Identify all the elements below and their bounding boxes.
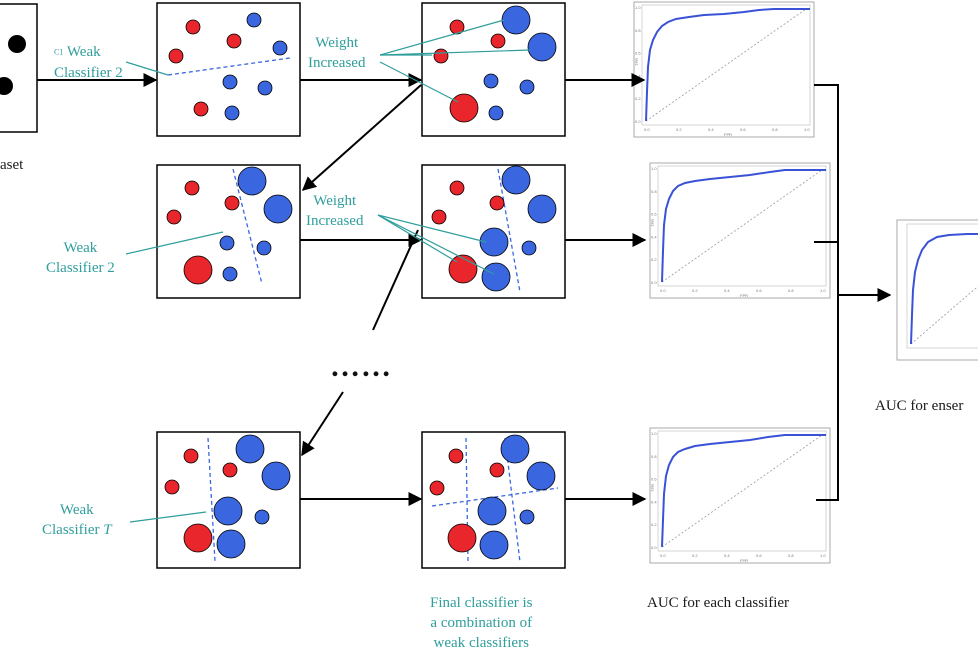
roc-panel-1: 0.0 0.2 0.4 0.6 0.8 1.0 0.0 0.2 0.4 0.6 0.8 1.0 FPR T… <box>633 1 815 138</box>
c1-marker: C1 <box>54 47 64 57</box>
roc-x-tick: 0.4 <box>724 553 730 558</box>
arrows <box>37 73 892 506</box>
bracket-to-ensemble <box>814 84 839 501</box>
classifier-box-final <box>421 431 566 569</box>
roc-y-tick: 0.0 <box>651 545 657 550</box>
roc-panel-2: 0.0 0.2 0.4 0.6 0.8 1.0 0.0 0.2 0.4 0.6 0.8 1.0 FPR T… <box>649 162 831 299</box>
roc-y-tick: 0.4 <box>651 499 657 504</box>
roc-x-tick: 1.0 <box>820 553 826 558</box>
roc-x-tick: 0.6 <box>756 288 762 293</box>
weight-increased-label-1: Weight Increased <box>308 35 366 71</box>
roc-y-tick: 0.4 <box>651 234 657 239</box>
classifier-box-row3-step1 <box>156 431 301 569</box>
roc-x-tick: 0.2 <box>676 127 682 132</box>
roc-panel-ensemble <box>896 219 978 361</box>
roc-x-tick: 1.0 <box>804 127 810 132</box>
roc-y-tick: 0.4 <box>635 73 641 78</box>
roc-y-tick: 0.6 <box>651 212 657 217</box>
data-point-black <box>0 77 13 95</box>
roc-y-tick: 0.8 <box>651 454 657 459</box>
roc-y-tick: 0.0 <box>651 280 657 285</box>
roc-y-tick: 1.0 <box>651 431 657 436</box>
arrow-diag-row1-to-row2 <box>301 84 422 191</box>
roc-x-tick: 0.2 <box>692 553 698 558</box>
roc-x-tick: 0.0 <box>644 127 650 132</box>
ellipsis: …… <box>330 350 392 383</box>
data-point-black <box>8 35 26 53</box>
arrow-diag-to-row3 <box>301 391 344 457</box>
dataset-label: aset <box>0 157 24 173</box>
roc-x-tick: 1.0 <box>820 288 826 293</box>
roc-x-tick: 0.8 <box>788 553 794 558</box>
dataset-box <box>0 3 38 133</box>
roc-x-label: FPR <box>724 132 732 137</box>
roc-y-tick: 1.0 <box>651 166 657 171</box>
roc-panel-3: 0.0 0.2 0.4 0.6 0.8 1.0 0.0 0.2 0.4 0.6 0.8 1.0 FPR T… <box>649 427 831 564</box>
weight-increased-label-2: Weight Increased <box>306 193 364 229</box>
roc-y-tick: 1.0 <box>635 5 641 10</box>
weak-classifier-2-top-label: C1 Weak Classifier 2 <box>54 44 123 81</box>
roc-x-tick: 0.4 <box>708 127 714 132</box>
classifier-box-row1-step2 <box>421 2 566 137</box>
auc-each-label: AUC for each classifier <box>647 595 790 611</box>
roc-y-tick: 0.2 <box>635 96 641 101</box>
leader-lines <box>125 19 531 523</box>
roc-y-tick: 0.0 <box>635 119 641 124</box>
roc-x-label: FPR <box>740 293 748 298</box>
roc-y-tick: 0.2 <box>651 257 657 262</box>
classifier-box-row1-step1 <box>156 2 301 137</box>
roc-x-tick: 0.0 <box>660 553 666 558</box>
roc-y-tick: 0.8 <box>635 28 641 33</box>
weak-classifier-2-mid-label: Weak Classifier 2 <box>46 240 115 276</box>
roc-y-label: TPR <box>650 219 655 227</box>
roc-x-tick: 0.4 <box>724 288 730 293</box>
roc-y-tick: 0.8 <box>651 189 657 194</box>
roc-y-label: TPR <box>650 484 655 492</box>
auc-ensemble-label: AUC for enser <box>875 398 964 414</box>
roc-y-tick: 0.2 <box>651 522 657 527</box>
roc-x-tick: 0.2 <box>692 288 698 293</box>
roc-y-tick: 0.6 <box>651 477 657 482</box>
final-classifier-label: Final classifier is a combination of wea… <box>430 595 533 651</box>
roc-y-tick: 0.6 <box>635 51 641 56</box>
weak-classifier-t-label: Weak Classifier T <box>42 502 112 538</box>
roc-x-tick: 0.6 <box>756 553 762 558</box>
roc-x-label: FPR <box>740 558 748 563</box>
classifier-box-row2-step1 <box>156 164 301 299</box>
roc-x-tick: 0.6 <box>740 127 746 132</box>
roc-x-tick: 0.8 <box>788 288 794 293</box>
line-diag-row2-down <box>372 229 419 331</box>
roc-y-label: TPR <box>634 58 639 66</box>
roc-x-tick: 0.8 <box>772 127 778 132</box>
roc-x-tick: 0.0 <box>660 288 666 293</box>
